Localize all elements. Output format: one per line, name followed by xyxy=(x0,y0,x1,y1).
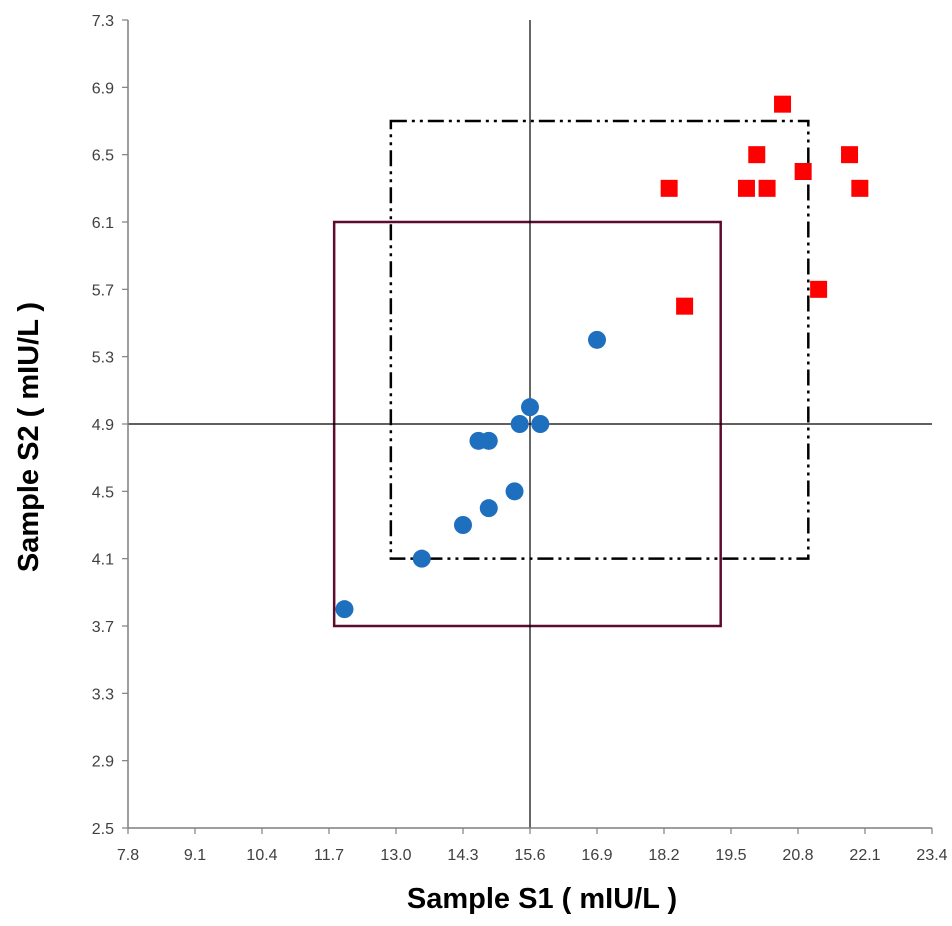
y-tick-label: 7.3 xyxy=(92,13,114,30)
circle-point xyxy=(588,330,606,349)
y-tick-label: 5.7 xyxy=(92,282,114,299)
square-point xyxy=(758,179,776,197)
x-tick-label: 23.4 xyxy=(916,847,947,864)
x-tick-label: 22.1 xyxy=(849,847,880,864)
circle-point xyxy=(454,516,472,534)
y-tick-label: 2.9 xyxy=(92,754,114,771)
circle-point xyxy=(505,482,524,501)
x-tick-label: 7.8 xyxy=(117,847,139,864)
y-tick-label: 5.3 xyxy=(92,350,114,367)
square-point xyxy=(810,280,828,298)
y-tick-label: 6.5 xyxy=(92,148,114,165)
x-tick-label: 14.3 xyxy=(447,847,478,864)
y-tick-label: 6.9 xyxy=(92,80,114,97)
y-tick-label: 4.1 xyxy=(92,552,114,569)
square-point xyxy=(851,179,869,197)
dash-dot-region-box xyxy=(389,119,810,560)
square-point xyxy=(676,297,694,315)
x-tick-label: 16.9 xyxy=(581,847,612,864)
y-tick-label: 2.5 xyxy=(92,821,114,838)
square-point xyxy=(841,146,859,164)
x-tick-label: 18.2 xyxy=(648,847,679,864)
reference-lines xyxy=(128,20,932,828)
y-tick-label: 4.9 xyxy=(92,417,114,434)
x-tick-label: 19.5 xyxy=(715,847,746,864)
circle-point xyxy=(479,499,498,518)
data-points xyxy=(335,95,869,619)
x-tick-labels: 7.8 9.1 10.4 11.7 13.0 14.3 15.6 16.9 18.2 19.5 20… xyxy=(117,847,948,864)
axes xyxy=(122,19,933,834)
x-axis-title: Sample S1 ( mIU/L ) xyxy=(407,883,677,915)
circle-point xyxy=(510,415,529,433)
x-tick-label: 10.4 xyxy=(246,847,277,864)
x-tick-label: 11.7 xyxy=(314,847,344,864)
y-tick-label: 4.5 xyxy=(92,484,114,501)
x-tick-label: 13.0 xyxy=(380,847,411,864)
square-point xyxy=(774,95,792,113)
circle-point xyxy=(521,398,539,417)
y-axis-title: Sample S2 ( mIU/L ) xyxy=(13,302,45,572)
x-tick-label: 15.6 xyxy=(514,847,545,864)
circle-point xyxy=(335,600,354,619)
square-point xyxy=(794,163,812,180)
x-tick-label: 20.8 xyxy=(782,847,813,864)
y-tick-label: 3.7 xyxy=(92,619,114,636)
square-point xyxy=(660,179,678,197)
square-point xyxy=(737,179,755,197)
y-tick-labels: 2.5 2.9 3.3 3.7 4.1 4.5 4.9 5.3 5.7 6.1 6.5 6.9 7.3 xyxy=(92,13,114,838)
region-boxes xyxy=(332,119,810,628)
y-tick-label: 3.3 xyxy=(92,686,114,703)
x-tick-label: 9.1 xyxy=(184,847,206,864)
square-point xyxy=(748,146,766,164)
y-tick-label: 6.1 xyxy=(92,215,114,232)
circle-point xyxy=(412,549,431,568)
circle-point xyxy=(479,431,498,450)
circle-point xyxy=(531,415,550,433)
